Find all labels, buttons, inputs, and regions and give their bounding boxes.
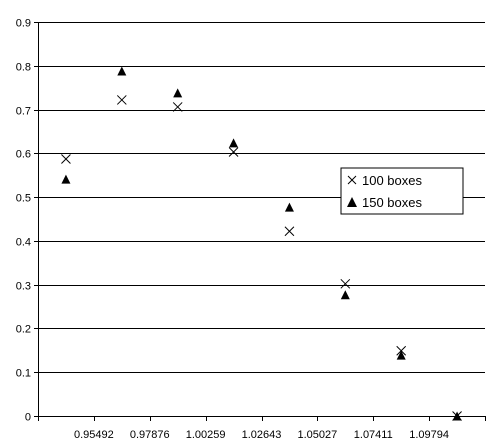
data-point-x-marker: [284, 226, 295, 237]
y-tick-label: 0.6: [16, 149, 31, 161]
legend-marker-150-boxes: [347, 197, 357, 207]
y-tick-labels: 0 0.1 0.2 0.3 0.4 0.5 0.6 0.7 0.8 0.9: [16, 18, 31, 424]
y-tick-label: 0.8: [16, 62, 31, 74]
data-point-x-marker: [340, 278, 351, 289]
series-100-boxes: [61, 95, 462, 421]
x-tick-label: 0.95492: [74, 429, 114, 441]
axes: [34, 22, 486, 421]
data-point-triangle-marker: [173, 88, 183, 98]
y-tick-label: 0.3: [16, 281, 31, 293]
data-series: [61, 66, 462, 421]
legend-label-100-boxes: 100 boxes: [362, 173, 422, 188]
data-point-x-marker: [61, 154, 71, 164]
data-point-x-marker: [116, 95, 127, 105]
y-tick-label: 0.4: [16, 237, 31, 249]
legend: 100 boxes 150 boxes: [340, 167, 464, 215]
gridlines: [38, 22, 485, 373]
data-point-triangle-marker: [117, 66, 127, 76]
y-tick-label: 0: [25, 412, 31, 424]
data-point-triangle-marker: [229, 138, 239, 148]
data-point-triangle-marker: [396, 350, 406, 360]
data-point-x-marker: [228, 147, 239, 157]
data-point-triangle-marker: [340, 290, 350, 300]
x-tick-label: 1.09794: [409, 429, 449, 441]
data-point-x-marker: [172, 102, 183, 112]
x-tick-label: 1.00259: [186, 429, 226, 441]
data-point-triangle-marker: [284, 202, 294, 212]
data-point-triangle-marker: [61, 174, 71, 184]
y-tick-label: 0.9: [16, 18, 31, 30]
x-tick-labels: 0.95492 0.97876 1.00259 1.02643 1.05027 1.074…: [74, 429, 449, 441]
legend-box: [340, 167, 464, 215]
legend-marker-100-boxes: [347, 175, 357, 185]
y-tick-label: 0.1: [16, 368, 31, 380]
legend-label-150-boxes: 150 boxes: [362, 195, 422, 210]
y-tick-label: 0.2: [16, 324, 31, 336]
data-point-triangle-marker: [452, 411, 462, 421]
y-tick-label: 0.7: [16, 106, 31, 118]
y-tick-label: 0.5: [16, 193, 31, 205]
x-tick-label: 1.02643: [242, 429, 282, 441]
x-tick-label: 0.97876: [130, 429, 170, 441]
series-150-boxes: [61, 66, 462, 421]
x-tick-label: 1.05027: [297, 429, 337, 441]
x-tick-label: 1.07411: [354, 429, 393, 441]
